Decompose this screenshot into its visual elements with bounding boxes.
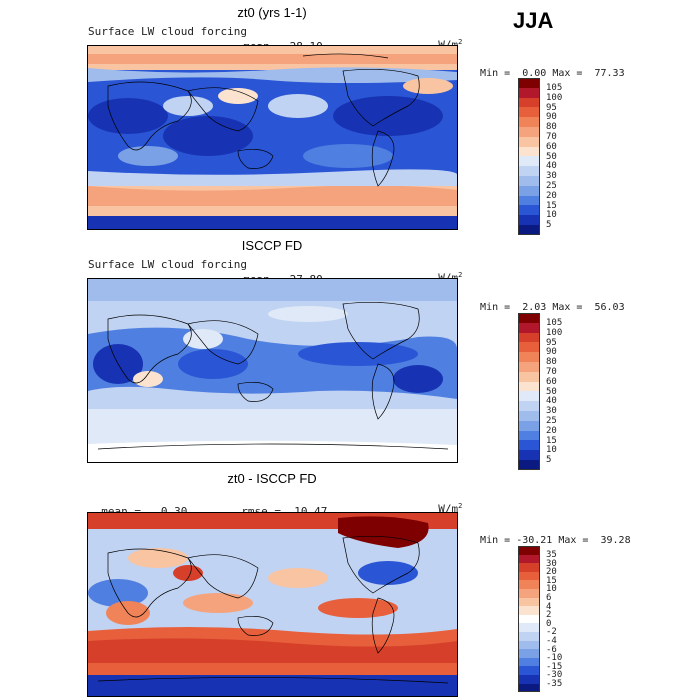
- panel3-max-label: Max =: [558, 535, 589, 546]
- cbar1-label: 5: [546, 220, 552, 231]
- cbar1-label: 30: [546, 171, 557, 182]
- cbar3-label: -35: [546, 679, 563, 689]
- panel1-max-value: 77.33: [594, 68, 625, 79]
- panel2-max-label: Max =: [552, 302, 583, 313]
- panel2-colorbar: [518, 313, 540, 470]
- cbar1-label: 20: [546, 190, 557, 201]
- cbar2-label: 100: [546, 327, 563, 338]
- cbar3-label: 6: [546, 593, 552, 603]
- panel2-max-value: 56.03: [594, 302, 625, 313]
- panel3-minmax: Min = -30.21 Max = 39.28: [468, 524, 631, 546]
- cbar1-label: 25: [546, 181, 557, 191]
- cbar1-label: 15: [546, 200, 557, 211]
- cbar3-label: -6: [546, 644, 557, 655]
- cbar2-label: 70: [546, 367, 557, 377]
- cbar1-label: 95: [546, 102, 557, 113]
- panel1-units-exp: 2: [458, 38, 463, 46]
- panel2-min-label: Min =: [480, 302, 511, 313]
- cbar1-label: 40: [546, 161, 557, 172]
- cbar2-label: 80: [546, 357, 557, 368]
- panel2-min-value: 2.03: [522, 302, 547, 313]
- cbar2-label: 105: [546, 318, 563, 328]
- panel1-minmax: Min = 0.00 Max = 77.33: [468, 57, 625, 79]
- panel3-min-label: Min =: [480, 535, 511, 546]
- cbar3-label: 35: [546, 550, 557, 560]
- panel1-field-label: Surface LW cloud forcing: [88, 25, 247, 38]
- cbar3-label: -2: [546, 627, 557, 638]
- cbar2-label: 20: [546, 425, 557, 436]
- cbar2-label: 60: [546, 376, 557, 387]
- season-label: JJA: [513, 8, 554, 33]
- panel2-minmax: Min = 2.03 Max = 56.03: [468, 291, 625, 313]
- panel2-units-exp: 2: [458, 271, 463, 279]
- cbar3-label: 4: [546, 601, 552, 612]
- panel1-map: [87, 45, 458, 230]
- cbar1-label: 90: [546, 112, 557, 123]
- cbar3-label: -30: [546, 670, 563, 681]
- cbar1-label: 60: [546, 141, 557, 152]
- panel3-colorbar: [518, 546, 540, 693]
- cbar3-label: 15: [546, 575, 557, 586]
- panel3-units-exp: 2: [458, 502, 463, 510]
- cbar3-label: -4: [546, 636, 557, 646]
- cbar1-label: 10: [546, 210, 557, 221]
- cbar3-label: 10: [546, 584, 557, 595]
- cbar2-label: 40: [546, 396, 557, 407]
- cbar2-label: 90: [546, 347, 557, 358]
- cbar3-label: -15: [546, 661, 563, 672]
- cbar1-label: 100: [546, 92, 563, 103]
- cbar1-label: 80: [546, 122, 557, 133]
- cbar3-label: -10: [546, 653, 563, 664]
- panel1-min-value: 0.00: [522, 68, 547, 79]
- panel1-colorbar: [518, 78, 540, 235]
- cbar2-label: 25: [546, 416, 557, 426]
- cbar2-label: 50: [546, 386, 557, 397]
- cbar3-label: 0: [546, 618, 552, 629]
- cbar2-label: 15: [546, 435, 557, 446]
- panel3-min-value: -30.21: [516, 535, 553, 546]
- panel1-max-label: Max =: [552, 68, 583, 79]
- panel2-field-label: Surface LW cloud forcing: [88, 258, 247, 271]
- panel2-title: ISCCP FD: [241, 238, 303, 253]
- cbar2-label: 30: [546, 406, 557, 417]
- panel3-max-value: 39.28: [600, 535, 631, 546]
- panel3-title: zt0 - ISCCP FD: [227, 471, 317, 486]
- panel1-min-label: Min =: [480, 68, 511, 79]
- cbar2-label: 10: [546, 445, 557, 456]
- cbar3-label: 30: [546, 558, 557, 569]
- cbar1-label: 50: [546, 151, 557, 162]
- cbar3-label: 2: [546, 610, 552, 621]
- cbar2-label: 5: [546, 455, 552, 466]
- cbar1-label: 70: [546, 132, 557, 142]
- cbar3-label: 20: [546, 567, 557, 578]
- panel2-map: [87, 278, 458, 463]
- cbar2-label: 95: [546, 337, 557, 348]
- panel3-map: [87, 512, 458, 697]
- cbar1-label: 105: [546, 83, 563, 93]
- panel1-title: zt0 (yrs 1-1): [237, 5, 307, 20]
